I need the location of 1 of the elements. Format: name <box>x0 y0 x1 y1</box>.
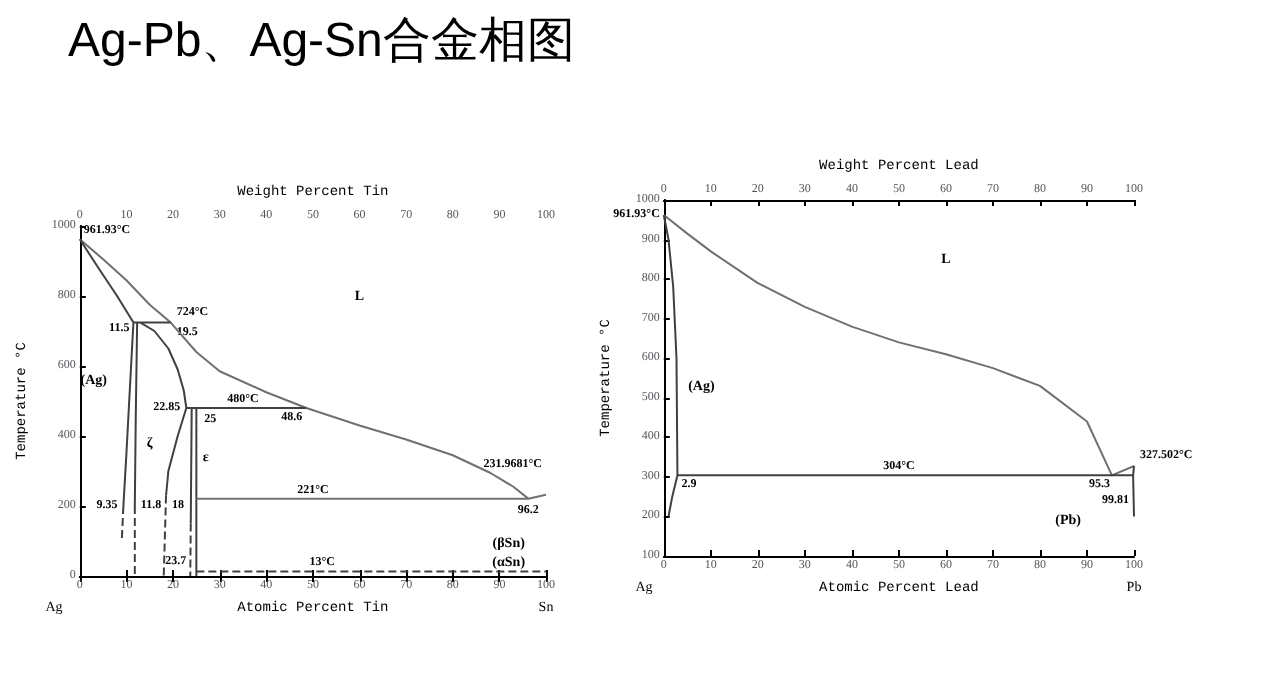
chart-title: Ag-Pb、Ag-Sn合金相图 <box>68 12 575 72</box>
